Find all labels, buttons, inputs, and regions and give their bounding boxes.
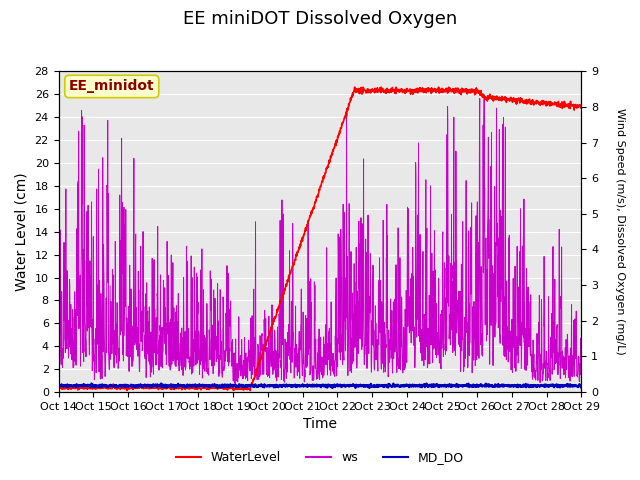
Text: EE miniDOT Dissolved Oxygen: EE miniDOT Dissolved Oxygen [183, 10, 457, 28]
Text: EE_minidot: EE_minidot [69, 80, 155, 94]
Legend: WaterLevel, ws, MD_DO: WaterLevel, ws, MD_DO [171, 446, 469, 469]
Y-axis label: Water Level (cm): Water Level (cm) [15, 172, 29, 291]
X-axis label: Time: Time [303, 418, 337, 432]
Y-axis label: Wind Speed (m/s), Dissolved Oxygen (mg/L): Wind Speed (m/s), Dissolved Oxygen (mg/L… [615, 108, 625, 355]
